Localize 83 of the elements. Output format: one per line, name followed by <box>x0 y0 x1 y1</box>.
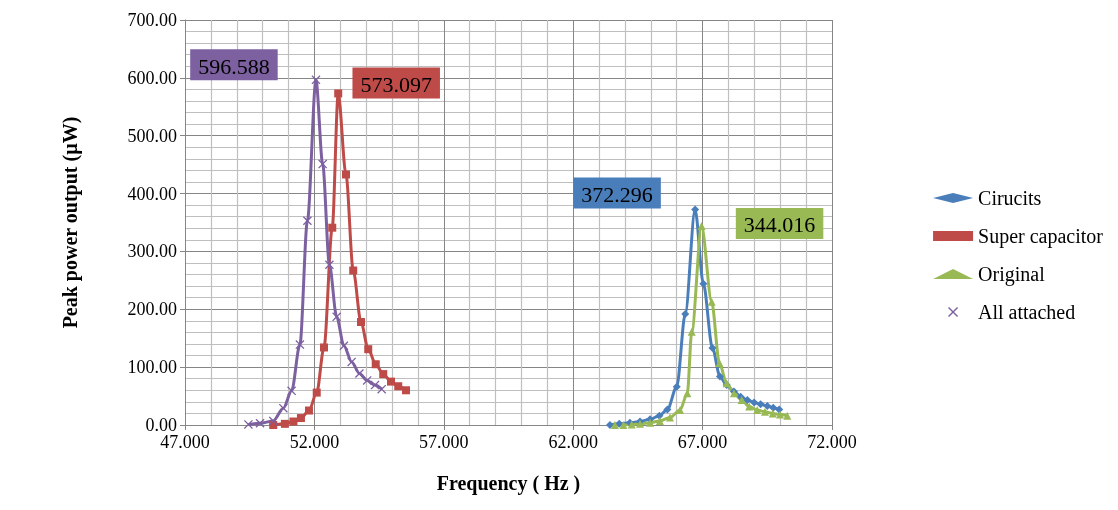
point <box>756 400 765 409</box>
point <box>312 388 321 397</box>
point <box>332 312 342 322</box>
y-tick-label: 400.00 <box>127 183 177 204</box>
point <box>697 221 706 230</box>
point <box>287 386 297 396</box>
point <box>737 396 746 405</box>
point <box>278 403 288 413</box>
point <box>402 386 411 395</box>
point <box>769 403 778 412</box>
x-tick-label: 72.000 <box>807 432 857 452</box>
point <box>295 340 305 350</box>
point <box>319 343 328 352</box>
point <box>655 411 664 420</box>
point <box>672 382 681 391</box>
point <box>268 416 278 426</box>
data-label: 573.097 <box>360 71 432 97</box>
point <box>387 377 395 386</box>
point <box>364 345 373 354</box>
point <box>743 396 752 405</box>
legend-label: Cirucits <box>978 187 1042 209</box>
point <box>753 405 762 414</box>
point <box>763 401 772 410</box>
point <box>334 89 343 98</box>
point <box>783 411 792 420</box>
point <box>655 416 664 425</box>
point <box>610 421 619 429</box>
y-tick-label: 700.00 <box>127 10 177 30</box>
point <box>699 279 708 288</box>
y-tick-label: 0.00 <box>145 415 177 435</box>
y-tick-label: 500.00 <box>127 125 177 146</box>
point <box>280 419 289 428</box>
x-tick-label: 52.000 <box>289 432 340 452</box>
data-label: 596.588 <box>198 53 270 79</box>
data-label: 372.296 <box>581 182 653 208</box>
point <box>347 357 357 367</box>
point <box>663 405 672 414</box>
point <box>687 327 696 336</box>
point <box>715 372 724 381</box>
point <box>394 382 403 391</box>
x-tick-label: 62.000 <box>548 432 598 452</box>
point <box>341 170 350 179</box>
point <box>349 266 358 275</box>
data-label: 344.016 <box>743 212 816 238</box>
point <box>377 384 387 394</box>
point <box>304 406 313 415</box>
point <box>289 417 298 426</box>
point <box>371 360 380 369</box>
point <box>318 159 328 169</box>
point <box>750 398 759 407</box>
point <box>255 418 265 428</box>
point <box>708 344 717 353</box>
point <box>362 375 372 385</box>
point <box>665 413 674 422</box>
point <box>676 405 685 414</box>
point <box>311 75 321 85</box>
point <box>296 414 305 423</box>
legend-label: Original <box>978 263 1046 286</box>
y-axis-title: Peak power output (µW) <box>59 116 82 329</box>
point <box>339 341 349 351</box>
y-tick-label: 600.00 <box>127 67 177 88</box>
legend-label: All attached <box>978 301 1076 323</box>
point <box>328 223 337 232</box>
point <box>356 318 365 327</box>
x-tick-label: 47.000 <box>160 432 210 452</box>
point <box>707 297 716 306</box>
x-axis-title: Frequency ( Hz ) <box>436 472 581 495</box>
point <box>379 370 388 379</box>
point <box>715 359 724 368</box>
point <box>605 421 614 429</box>
point <box>619 421 628 429</box>
point <box>775 405 784 414</box>
x-tick-label: 67.000 <box>677 432 728 452</box>
y-tick-label: 200.00 <box>127 299 177 320</box>
legend-label: Super capacitor <box>978 225 1104 248</box>
y-tick-label: 300.00 <box>127 241 177 262</box>
x-tick-label: 57.000 <box>419 432 469 452</box>
point <box>760 407 769 416</box>
point <box>324 260 334 270</box>
point <box>681 309 690 318</box>
y-tick-label: 100.00 <box>127 357 177 378</box>
point <box>302 216 312 226</box>
point <box>775 410 784 419</box>
